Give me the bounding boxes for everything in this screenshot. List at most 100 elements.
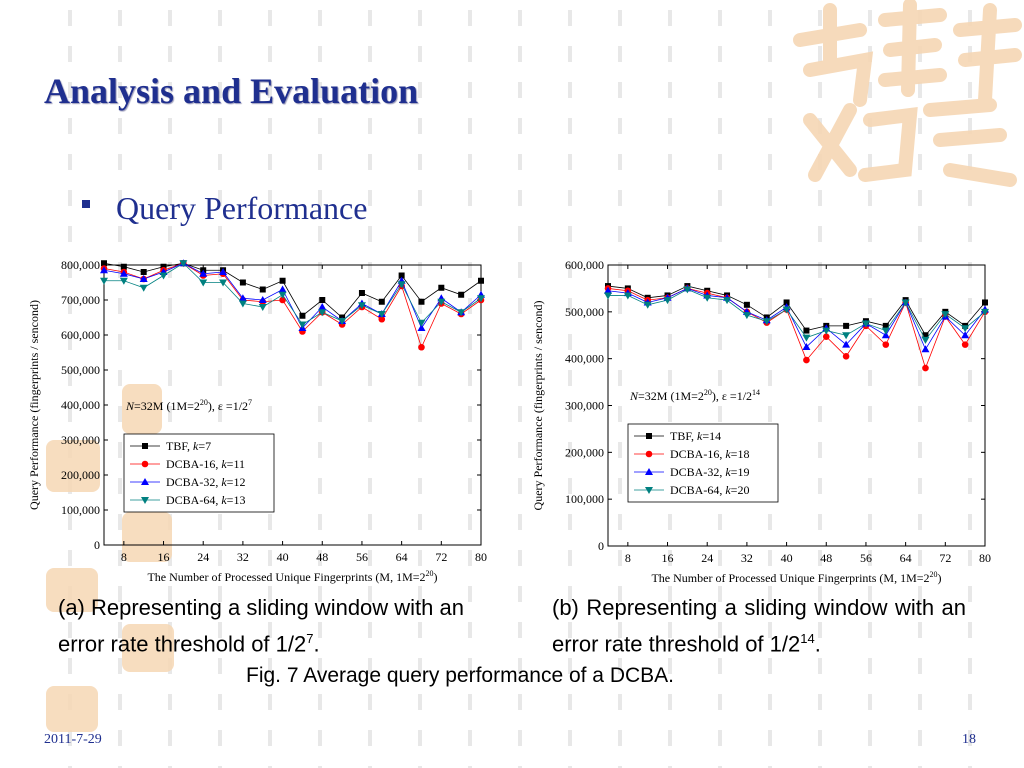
legend-label: TBF, k=7 xyxy=(166,439,211,453)
data-point-circle xyxy=(822,333,830,340)
y-axis-label: Query Performance (fingerprints / sencon… xyxy=(27,300,41,510)
data-point-triangle-down xyxy=(723,297,732,305)
bullet-square-icon xyxy=(82,200,90,208)
data-point-square xyxy=(646,433,652,439)
data-point-triangle-down xyxy=(338,318,347,325)
legend-label: DCBA-64, k=20 xyxy=(670,483,749,497)
data-point-triangle-down xyxy=(921,336,930,344)
x-tick-label: 72 xyxy=(939,551,951,565)
x-tick-label: 40 xyxy=(277,550,289,564)
data-point-triangle-down xyxy=(437,298,446,306)
series-2 xyxy=(604,284,989,353)
data-point-square xyxy=(982,299,988,306)
watermark-seal xyxy=(46,440,100,492)
data-point-triangle-down xyxy=(941,311,950,319)
data-point-square xyxy=(358,290,365,296)
data-point-square xyxy=(259,286,266,293)
x-tick-label: 56 xyxy=(860,551,872,565)
y-axis-label: Query Performance (fingerprints / sencon… xyxy=(531,301,545,511)
legend-box xyxy=(123,433,275,513)
legend-label: DCBA-64, k=13 xyxy=(166,493,245,507)
data-point-triangle-down xyxy=(802,334,811,342)
chart-annotation: N=32M (1M=220), ε =1/27 xyxy=(125,398,252,413)
data-point-triangle-up xyxy=(199,269,208,277)
footer-date: 2011-7-29 xyxy=(44,732,102,747)
y-tick-label: 400,000 xyxy=(565,352,604,366)
bullet-text: Query Performance xyxy=(116,190,368,226)
data-point-triangle-up xyxy=(961,331,970,339)
plot-frame xyxy=(607,264,986,547)
data-point-square xyxy=(438,284,445,291)
data-point-square xyxy=(142,443,148,449)
x-tick-label: 32 xyxy=(237,550,249,564)
data-point-triangle-down xyxy=(961,325,970,333)
series-3 xyxy=(604,286,989,344)
data-point-triangle-up xyxy=(139,275,148,282)
watermark-seal xyxy=(46,686,98,732)
x-tick-label: 72 xyxy=(435,550,447,564)
data-point-triangle-down xyxy=(477,295,485,303)
series-line xyxy=(103,262,482,319)
data-point-circle xyxy=(279,296,286,304)
data-point-square xyxy=(160,263,167,270)
data-point-square xyxy=(882,322,889,329)
data-point-triangle-up xyxy=(238,294,247,302)
data-point-triangle-down xyxy=(822,327,831,335)
data-point-triangle-up xyxy=(645,468,653,475)
x-tick-label: 64 xyxy=(396,550,408,564)
series-3 xyxy=(100,260,485,329)
x-axis-label: The Number of Processed Unique Fingerpri… xyxy=(651,570,941,585)
data-point-square xyxy=(743,301,750,308)
x-tick-label: 80 xyxy=(475,550,487,564)
data-point-square xyxy=(398,272,405,279)
data-point-triangle-down xyxy=(397,281,406,289)
data-point-square xyxy=(239,279,246,286)
data-point-triangle-down xyxy=(663,297,672,305)
series-line xyxy=(103,262,482,349)
caption-a-text: (a) Representing a sliding window with a… xyxy=(58,595,464,657)
x-tick-label: 8 xyxy=(625,551,631,565)
watermark-seal xyxy=(122,512,172,562)
caption-b-exponent: 14 xyxy=(800,631,815,646)
y-tick-label: 200,000 xyxy=(61,468,100,482)
data-point-triangle-up xyxy=(842,340,851,348)
data-point-circle xyxy=(141,460,149,468)
data-point-triangle-down xyxy=(119,277,128,285)
data-point-triangle-up xyxy=(258,296,267,303)
data-point-triangle-down xyxy=(643,301,652,309)
data-point-square xyxy=(843,322,850,329)
watermark-seal xyxy=(46,568,98,612)
legend-label: DCBA-16, k=11 xyxy=(166,457,245,471)
caption-b-text: (b) Representing a sliding window with a… xyxy=(552,595,966,657)
series-line xyxy=(607,285,986,336)
watermark-seal xyxy=(122,384,162,434)
watermark-seal xyxy=(122,624,174,672)
y-tick-label: 200,000 xyxy=(565,445,604,459)
data-point-triangle-down xyxy=(100,277,108,285)
y-tick-label: 800,000 xyxy=(61,258,100,272)
y-tick-label: 700,000 xyxy=(61,293,100,307)
data-point-triangle-down xyxy=(881,327,890,335)
caption-a: (a) Representing a sliding window with a… xyxy=(58,595,464,657)
y-tick-label: 0 xyxy=(94,538,100,552)
data-point-triangle-down xyxy=(683,286,692,294)
data-point-triangle-down xyxy=(861,320,870,328)
data-point-triangle-down xyxy=(604,292,612,300)
data-point-triangle-down xyxy=(219,279,228,287)
data-point-triangle-up xyxy=(119,269,128,277)
data-point-square xyxy=(101,260,107,267)
data-point-square xyxy=(458,291,465,298)
data-point-triangle-up xyxy=(219,268,228,275)
data-point-circle xyxy=(803,356,810,364)
data-point-triangle-down xyxy=(901,299,910,307)
x-tick-label: 40 xyxy=(781,551,793,565)
data-point-square xyxy=(299,312,306,319)
data-point-triangle-down xyxy=(377,311,386,318)
data-point-triangle-up xyxy=(881,331,890,339)
series-1 xyxy=(604,285,989,372)
data-point-triangle-down xyxy=(417,319,426,327)
data-point-circle xyxy=(645,450,653,458)
data-point-circle xyxy=(922,364,929,372)
data-point-triangle-up xyxy=(604,286,612,294)
